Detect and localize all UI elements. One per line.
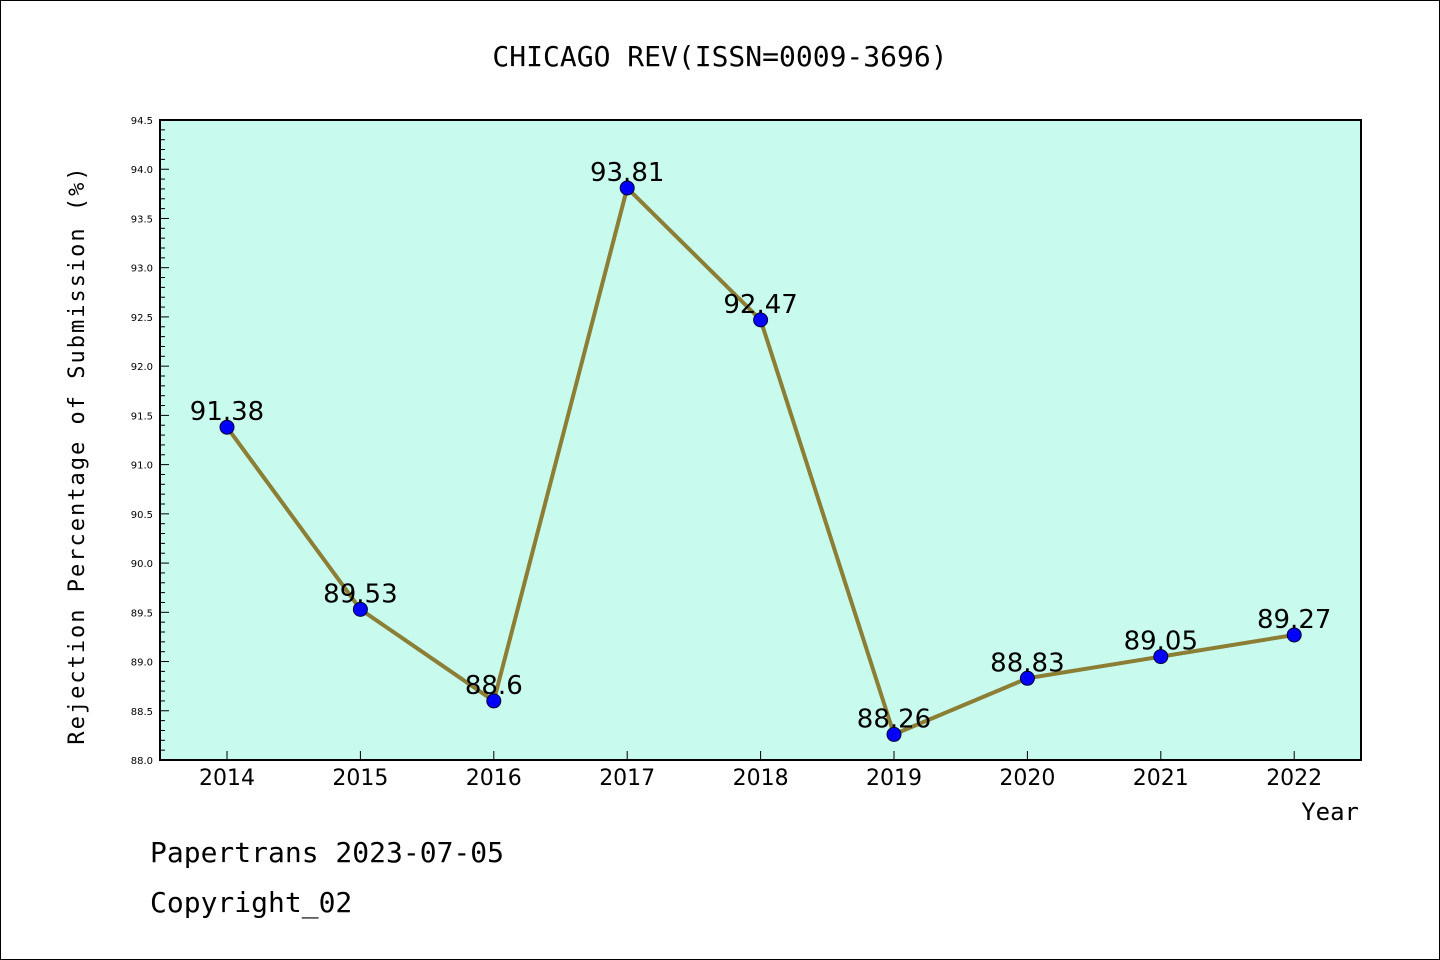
y-tick-label: 91.5 (131, 411, 153, 422)
y-tick-label: 90.5 (131, 510, 153, 521)
x-tick-label: 2015 (332, 766, 388, 791)
y-axis-ticks: 88.0 88.5 89.0 89.5 90.0 90.5 91.0 91.5 92.0 92.5… (131, 116, 169, 767)
y-tick-label: 88.0 (131, 756, 153, 767)
data-label: 92.47 (723, 290, 797, 320)
data-point (486, 693, 502, 709)
plot-area (159, 119, 1362, 761)
series-line-group (219, 180, 1302, 742)
data-point (1286, 627, 1302, 643)
y-tick-label: 94.0 (131, 165, 153, 176)
x-tick-label: 2020 (999, 766, 1055, 791)
data-point (1019, 670, 1035, 686)
footer-date-text: Papertrans 2023-07-05 (150, 836, 505, 869)
data-label: 93.81 (590, 158, 664, 188)
x-tick-label: 2016 (466, 766, 522, 791)
y-tick-label: 93.0 (131, 264, 153, 275)
y-tick-label: 90.0 (131, 559, 153, 570)
data-labels-group: 91.38 89.53 88.6 93.81 92.47 88.26 88.83 89.05 8… (190, 158, 1332, 734)
chart-title: CHICAGO REV(ISSN=0009-3696) (492, 40, 947, 73)
y-tick-label: 92.5 (131, 313, 153, 324)
data-label: 91.38 (190, 397, 264, 427)
footer-copyright-text: Copyright_02 (150, 886, 353, 919)
x-axis-ticks: 2014 2015 2016 2017 2018 2019 2020 2021 2022 (199, 751, 1322, 791)
data-label: 88.26 (857, 704, 931, 734)
y-tick-label: 94.5 (131, 116, 153, 127)
x-tick-label: 2018 (733, 766, 789, 791)
data-label: 88.6 (465, 671, 523, 701)
data-point (352, 601, 368, 617)
y-tick-label: 91.0 (131, 461, 153, 472)
data-label: 88.83 (990, 648, 1064, 678)
y-tick-label: 92.0 (131, 362, 153, 373)
y-tick-label: 89.5 (131, 608, 153, 619)
data-label: 89.27 (1257, 605, 1331, 635)
data-label: 89.05 (1124, 627, 1198, 657)
x-tick-label: 2019 (866, 766, 922, 791)
data-label: 89.53 (323, 579, 397, 609)
data-point (1153, 649, 1169, 665)
y-tick-label: 93.5 (131, 214, 153, 225)
x-tick-label: 2022 (1266, 766, 1322, 791)
x-tick-label: 2021 (1133, 766, 1189, 791)
data-point (219, 419, 235, 435)
data-point (886, 726, 902, 742)
x-tick-label: 2014 (199, 766, 255, 791)
y-tick-label: 89.0 (131, 658, 153, 669)
data-point (753, 312, 769, 328)
x-axis-label: Year (1301, 798, 1359, 826)
y-tick-label: 88.5 (131, 707, 153, 718)
x-tick-label: 2017 (599, 766, 655, 791)
data-point (619, 180, 635, 196)
y-axis-label: Rejection Percentage of Submission (%) (65, 165, 90, 744)
